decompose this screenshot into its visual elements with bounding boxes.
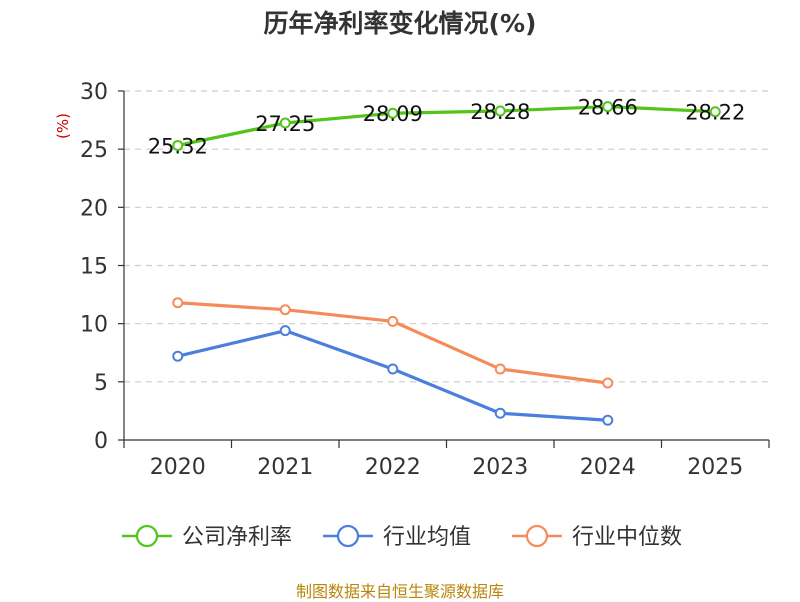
legend-label: 公司净利率 bbox=[182, 525, 292, 550]
y-tick-label: 20 bbox=[80, 196, 108, 221]
chart-title: 历年净利率变化情况(%) bbox=[263, 9, 537, 38]
x-tick-label: 2021 bbox=[257, 455, 313, 480]
data-label: 25.32 bbox=[148, 134, 208, 158]
data-point bbox=[494, 407, 506, 419]
y-tick-label: 25 bbox=[80, 138, 108, 163]
data-label: 27.25 bbox=[255, 112, 315, 136]
y-tick-label: 5 bbox=[94, 371, 108, 396]
legend-label: 行业中位数 bbox=[572, 525, 682, 550]
series-line-1 bbox=[177, 104, 716, 148]
y-tick-label: 0 bbox=[94, 429, 108, 454]
data-point bbox=[387, 363, 399, 375]
data-point bbox=[172, 139, 184, 151]
y-axis-label: (%) bbox=[54, 113, 72, 139]
data-point bbox=[494, 363, 506, 375]
data-point bbox=[602, 414, 614, 426]
y-tick-label: 15 bbox=[80, 255, 108, 280]
y-tick-label: 30 bbox=[80, 80, 108, 105]
x-tick-label: 2022 bbox=[365, 455, 421, 480]
y-tick-label: 10 bbox=[80, 313, 108, 338]
data-source-footer: 制图数据来自恒生聚源数据库 bbox=[295, 582, 504, 601]
data-point bbox=[387, 107, 399, 119]
data-point bbox=[602, 101, 614, 113]
data-point bbox=[602, 377, 614, 389]
data-label: 28.28 bbox=[470, 100, 530, 124]
x-tick-label: 2025 bbox=[687, 455, 743, 480]
data-point bbox=[172, 297, 184, 309]
data-label: 28.09 bbox=[363, 102, 423, 126]
data-point bbox=[494, 105, 506, 117]
data-point bbox=[279, 325, 291, 337]
data-label: 28.66 bbox=[578, 96, 638, 120]
x-tick-label: 2024 bbox=[580, 455, 636, 480]
legend-marker-3 bbox=[525, 524, 549, 548]
data-point bbox=[172, 350, 184, 362]
legend-marker-2 bbox=[336, 524, 360, 548]
data-point bbox=[279, 304, 291, 316]
data-label: 28.22 bbox=[685, 101, 745, 125]
x-tick-label: 2023 bbox=[472, 455, 528, 480]
data-point bbox=[709, 106, 721, 118]
data-point bbox=[279, 117, 291, 129]
data-point bbox=[387, 315, 399, 327]
legend-label: 行业均值 bbox=[383, 525, 471, 550]
legend-marker-1 bbox=[135, 524, 159, 548]
x-tick-label: 2020 bbox=[150, 455, 206, 480]
